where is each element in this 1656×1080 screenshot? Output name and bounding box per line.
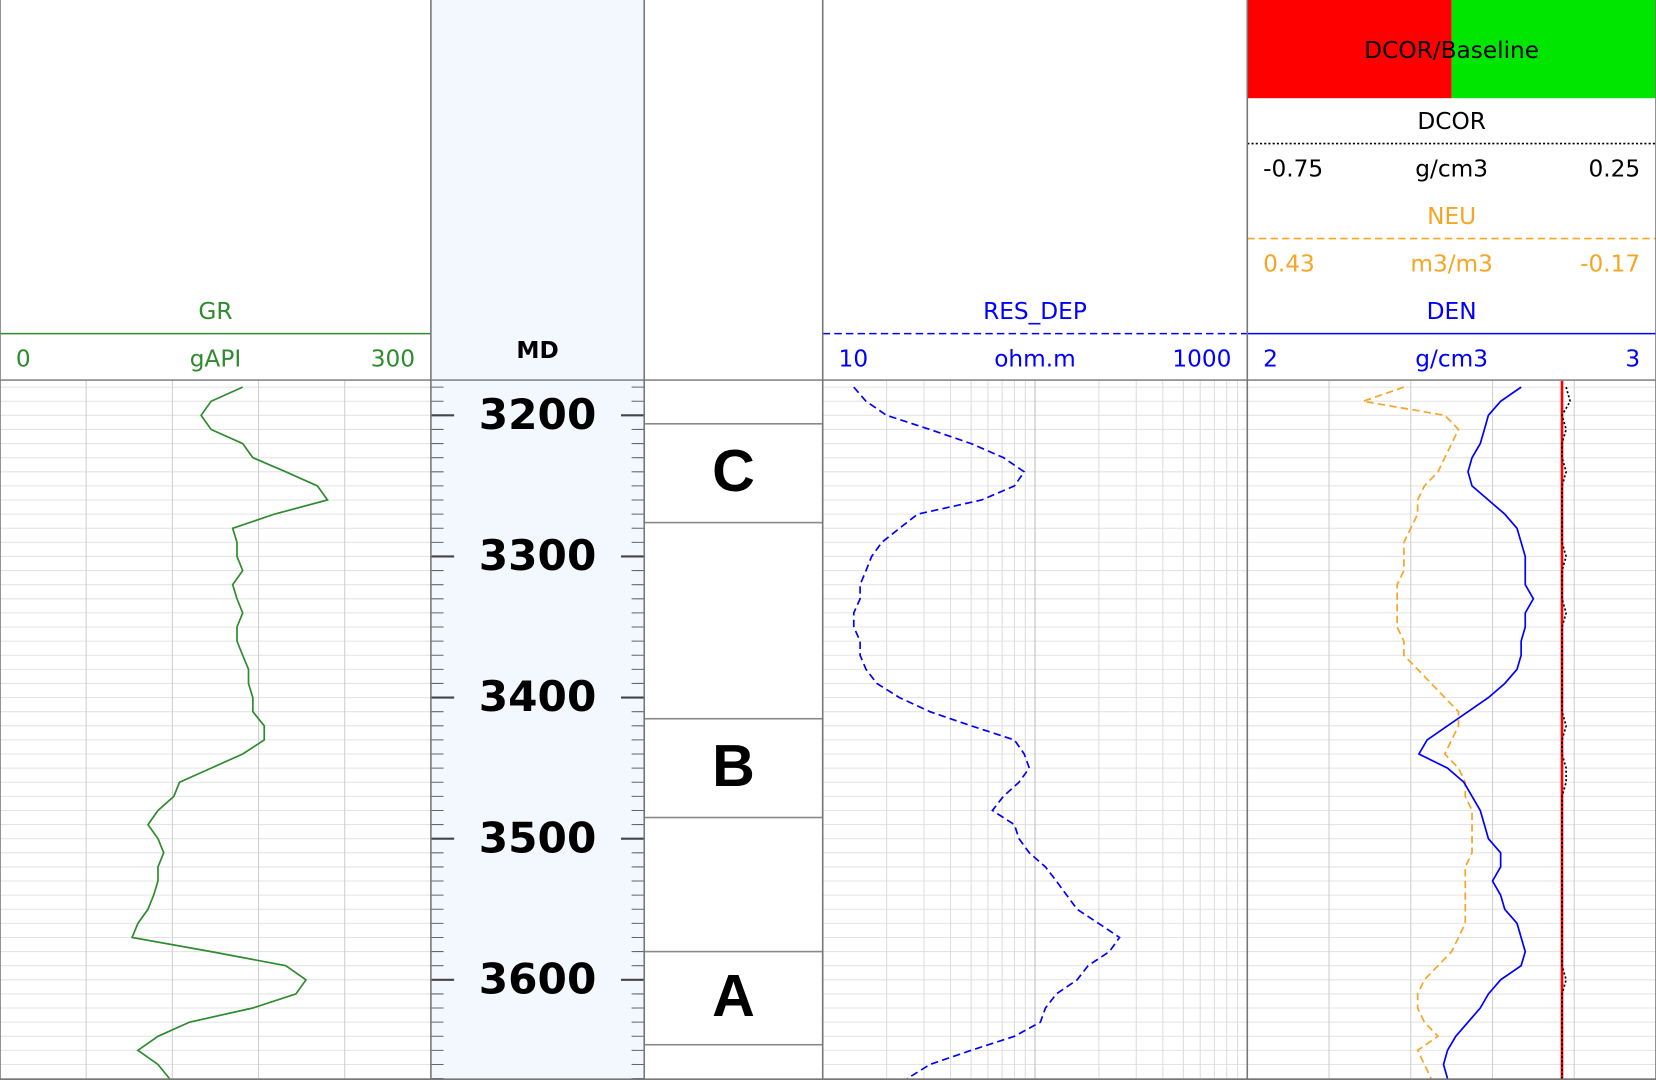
track-header: DCOR/Baseline (1364, 37, 1539, 64)
scale-min: 10 (839, 346, 869, 373)
curve (130, 386, 329, 1080)
depth-label: 3200 (479, 390, 597, 439)
depth-track-bg (430, 0, 645, 1080)
curve-name: NEU (1427, 203, 1476, 230)
scale-min: -0.75 (1263, 155, 1323, 182)
curve (1561, 386, 1572, 1079)
depth-scale (430, 386, 645, 1080)
curve-name: GR (198, 298, 232, 325)
curve (852, 386, 1121, 1080)
curve (1362, 386, 1473, 1079)
scale-min: 2 (1263, 346, 1278, 373)
unit: g/cm3 (1415, 155, 1488, 182)
scale-max: 1000 (1172, 346, 1231, 373)
unit: ohm.m (994, 346, 1076, 373)
header-fill (1247, 0, 1452, 99)
scale-max: -0.17 (1580, 250, 1640, 277)
scale-max: 0.25 (1588, 155, 1640, 182)
unit: g/cm3 (1415, 346, 1488, 373)
curve-name: RES_DEP (983, 298, 1087, 325)
zone-label: A (712, 962, 755, 1029)
depth-title: MD (516, 337, 558, 364)
depth-label: 3400 (479, 672, 597, 721)
track (822, 380, 1248, 1080)
scale-min: 0 (16, 346, 31, 373)
curve (1417, 386, 1535, 1079)
track (0, 380, 431, 1080)
unit: gAPI (190, 346, 241, 373)
curve-name: DEN (1427, 298, 1477, 325)
unit: m3/m3 (1410, 250, 1493, 277)
zone-label: B (712, 732, 755, 799)
scale-min: 0.43 (1263, 250, 1315, 277)
scale-max: 300 (371, 346, 415, 373)
zone (643, 423, 824, 524)
depth-label: 3600 (479, 954, 597, 1003)
zone-label: C (712, 437, 755, 504)
header-fill (1451, 0, 1656, 99)
track (1247, 380, 1656, 1080)
depth-label: 3300 (479, 531, 597, 580)
depth-label: 3500 (479, 813, 597, 862)
curve-name: DCOR (1417, 108, 1486, 135)
scale-max: 3 (1625, 346, 1640, 373)
